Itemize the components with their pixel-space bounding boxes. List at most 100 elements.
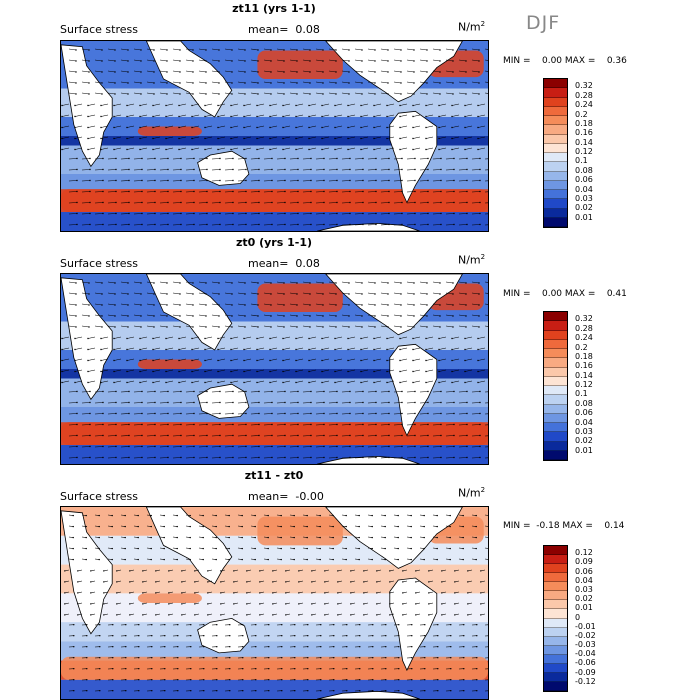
- stress-vector: [133, 402, 143, 404]
- stress-vector-head: [412, 370, 414, 373]
- stress-vector-head: [215, 536, 217, 539]
- stress-vector-head: [322, 304, 324, 306]
- stress-vector: [328, 325, 337, 328]
- stress-vector: [276, 424, 286, 426]
- stress-vector: [211, 446, 221, 448]
- stress-vector: [445, 525, 451, 527]
- stress-vector: [152, 103, 161, 106]
- stress-vector: [393, 281, 402, 284]
- stress-vector: [321, 125, 330, 128]
- stress-vector-head: [268, 635, 270, 637]
- stress-vector: [155, 602, 161, 605]
- stress-vector-head: [426, 326, 428, 328]
- stress-vector: [263, 558, 269, 560]
- stress-vector-head: [98, 536, 100, 539]
- stress-vector-head: [310, 223, 312, 226]
- stress-vector-head: [100, 370, 102, 373]
- stress-vector-head: [466, 179, 468, 182]
- stress-vector-head: [204, 337, 206, 340]
- stress-vector-head: [410, 547, 412, 550]
- stress-vector: [207, 569, 213, 572]
- stress-vector-head: [283, 326, 285, 328]
- colorbar-tick-label: 0.04: [575, 575, 593, 585]
- stress-vector-head: [258, 401, 260, 404]
- stress-vector: [419, 391, 429, 393]
- stress-vector-head: [284, 412, 286, 415]
- stress-vector-head: [139, 104, 141, 107]
- stress-vector-head: [310, 401, 312, 404]
- stress-vector-head: [284, 201, 286, 204]
- stress-vector-head: [219, 390, 221, 393]
- stress-vector-head: [255, 668, 257, 670]
- stress-vector-head: [181, 570, 183, 572]
- stress-vector-head: [399, 359, 401, 362]
- stress-vector-head: [375, 412, 377, 415]
- stress-vector-head: [284, 212, 286, 215]
- stress-vector: [289, 325, 298, 328]
- stress-vector: [133, 413, 143, 415]
- stress-vector-head: [243, 126, 245, 129]
- stress-vector: [295, 336, 304, 339]
- stress-vector-head: [423, 536, 425, 539]
- stress-vector-head: [178, 337, 180, 340]
- stress-vector-head: [256, 148, 258, 151]
- stress-vector: [107, 325, 116, 328]
- stress-vector-head: [412, 359, 414, 362]
- stress-vector: [347, 136, 356, 139]
- stress-vector-head: [349, 456, 351, 459]
- stress-vector-head: [334, 337, 336, 340]
- stress-vector-head: [206, 212, 208, 215]
- stress-vector-head: [258, 456, 260, 459]
- stress-vector-head: [281, 668, 283, 670]
- stress-vector: [178, 136, 187, 139]
- stress-vector: [276, 70, 285, 73]
- stress-vector-head: [436, 547, 438, 550]
- stress-vector-head: [333, 657, 335, 659]
- stress-vector-head: [360, 126, 362, 129]
- stress-vector: [376, 580, 382, 583]
- stress-vector: [107, 292, 116, 295]
- stress-vector-head: [87, 115, 89, 118]
- stress-vector-head: [282, 126, 284, 129]
- stress-vector: [133, 525, 139, 527]
- stress-vector-head: [193, 212, 195, 215]
- stress-vector: [471, 325, 480, 328]
- minmax-readout: MIN = -0.18 MAX = 0.14: [503, 521, 625, 531]
- stress-vector-head: [399, 381, 401, 384]
- stress-vector-head: [465, 93, 467, 95]
- stress-vector-head: [438, 348, 440, 351]
- colorbar-tick-label: 0.03: [575, 584, 593, 594]
- stress-vector-head: [348, 293, 350, 295]
- stress-vector-head: [241, 536, 243, 539]
- stress-vector: [298, 613, 304, 616]
- stress-vector-head: [193, 201, 195, 204]
- stress-vector-head: [128, 201, 130, 204]
- stress-vector-head: [320, 624, 322, 626]
- stress-vector-head: [100, 115, 102, 118]
- stress-vector: [276, 402, 286, 404]
- stress-vector-head: [151, 646, 153, 648]
- stress-vector-head: [115, 168, 117, 171]
- stress-vector-head: [194, 592, 196, 594]
- stress-vectors: [64, 514, 488, 692]
- stress-vector-head: [101, 282, 103, 284]
- stress-vector: [81, 158, 91, 160]
- stress-vector: [94, 325, 103, 328]
- stress-vector: [133, 202, 143, 204]
- stress-vector-head: [257, 282, 259, 284]
- stress-vector-head: [255, 635, 257, 637]
- stress-vector-head: [138, 624, 140, 626]
- stress-vector: [386, 336, 395, 339]
- stress-vector-head: [137, 547, 139, 550]
- stress-vector-head: [218, 71, 220, 73]
- stress-vector: [276, 202, 286, 204]
- stress-vector: [471, 180, 481, 182]
- stress-vector-head: [164, 646, 166, 648]
- stress-vector: [302, 70, 311, 73]
- stress-vector-head: [372, 690, 374, 692]
- stress-vector-head: [152, 337, 154, 340]
- stress-vector-head: [61, 137, 63, 140]
- mean-label: mean= 0.08: [248, 23, 320, 36]
- stress-vector: [68, 292, 77, 295]
- stress-vector-head: [165, 348, 167, 351]
